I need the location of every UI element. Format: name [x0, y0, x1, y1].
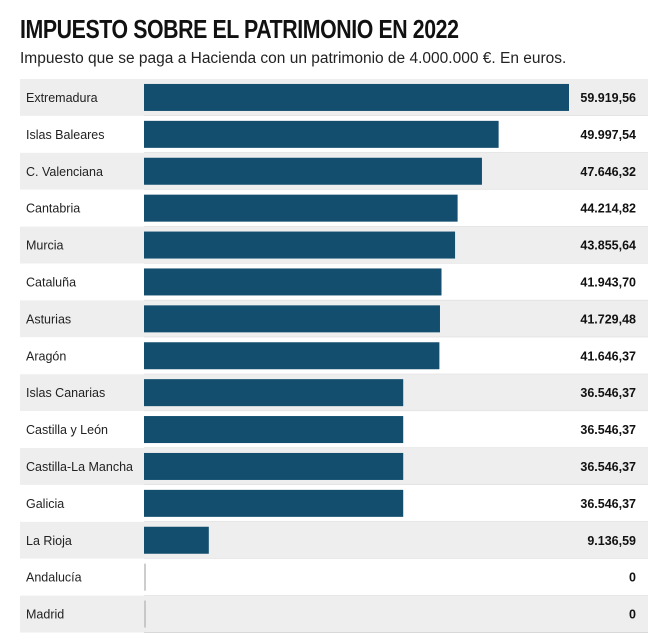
value-label: 44.214,82	[580, 202, 636, 216]
category-label: La Rioja	[26, 534, 72, 548]
bar	[144, 305, 440, 333]
value-label: 36.546,37	[580, 497, 636, 511]
value-label: 47.646,32	[580, 165, 636, 179]
bar	[144, 379, 404, 407]
chart-title: IMPUESTO SOBRE EL PATRIMONIO EN 2022	[20, 14, 459, 44]
bar	[144, 526, 209, 554]
value-label: 59.919,56	[580, 91, 636, 105]
category-label: Galicia	[26, 497, 64, 511]
value-label: 43.855,64	[580, 239, 636, 253]
value-label: 36.546,37	[580, 423, 636, 437]
bar	[144, 489, 404, 517]
bar	[144, 157, 482, 185]
category-label: Cataluña	[26, 275, 76, 289]
chart-subtitle: Impuesto que se paga a Hacienda con un p…	[20, 50, 567, 67]
row-background	[20, 521, 648, 559]
value-label: 41.943,70	[580, 275, 636, 289]
category-label: Cantabria	[26, 202, 80, 216]
category-label: Islas Baleares	[26, 128, 105, 142]
category-label: Castilla y León	[26, 423, 108, 437]
category-label: Castilla-La Mancha	[26, 460, 133, 474]
value-label: 36.546,37	[580, 386, 636, 400]
category-label: Aragón	[26, 349, 66, 363]
category-label: Murcia	[26, 239, 64, 253]
bar	[144, 231, 456, 259]
value-label: 49.997,54	[580, 128, 636, 142]
category-label: Madrid	[26, 608, 64, 622]
category-label: Islas Canarias	[26, 386, 105, 400]
category-label: Extremadura	[26, 91, 98, 105]
bar	[144, 416, 404, 444]
bar	[144, 83, 569, 111]
bar	[144, 268, 442, 296]
value-label: 0	[629, 608, 636, 622]
value-label: 41.646,37	[580, 349, 636, 363]
value-label: 41.729,48	[580, 312, 636, 326]
category-label: Asturias	[26, 312, 71, 326]
value-label: 9.136,59	[587, 534, 636, 548]
row-background	[20, 558, 648, 596]
category-label: Andalucía	[26, 571, 82, 585]
bar	[144, 342, 440, 370]
row-background	[20, 595, 648, 633]
bar	[144, 120, 499, 148]
bar	[144, 452, 404, 480]
bar	[144, 194, 458, 222]
value-label: 36.546,37	[580, 460, 636, 474]
value-label: 0	[629, 571, 636, 585]
category-label: C. Valenciana	[26, 165, 103, 179]
